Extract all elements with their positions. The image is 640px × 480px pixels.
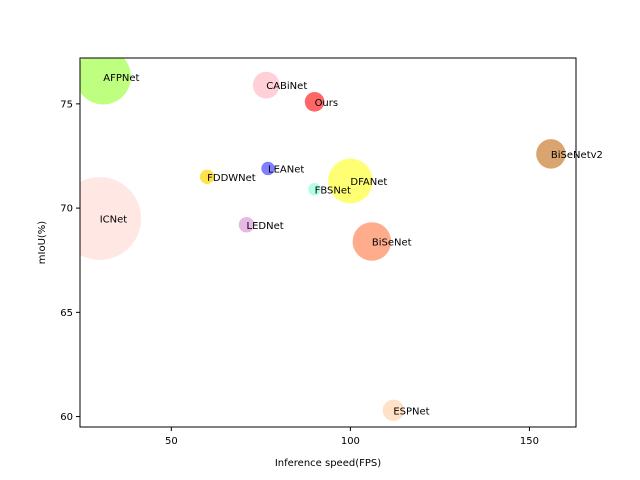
label-fddwnet: FDDWNet [207, 173, 256, 184]
x-axis-label: Inference speed(FPS) [275, 458, 381, 469]
bubble-bisenet [352, 222, 392, 261]
bubble-afpnet [80, 58, 131, 105]
label-bisenetv2: BiSeNetv2 [551, 150, 603, 161]
bubble-cabinet [252, 71, 280, 99]
label-ours: Ours [315, 98, 339, 109]
bubble-lednet [238, 217, 255, 233]
bubble-leanet [261, 161, 275, 176]
point-labels-layer: ICNet AFPNet CABiNet Ours BiSeNetv2 DFANet LEA… [100, 73, 603, 418]
y-axis-label: mIoU(%) [37, 221, 48, 265]
x-tick-label: 150 [520, 436, 539, 447]
label-leanet: LEANet [268, 164, 304, 175]
label-fbsnet: FBSNet [315, 185, 351, 196]
bubble-icnet [80, 177, 142, 260]
y-axis-ticks: 60 65 70 75 [60, 99, 80, 423]
bubble-fddwnet [199, 169, 215, 184]
x-axis-ticks: 50 100 150 [165, 427, 539, 447]
label-lednet: LEDNet [247, 221, 284, 232]
bubble-bisenetv2 [536, 139, 566, 169]
label-cabinet: CABiNet [266, 81, 307, 92]
bubble-fbsnet [308, 183, 321, 196]
y-tick-label: 70 [60, 204, 73, 215]
x-tick-label: 50 [165, 436, 178, 447]
y-tick-label: 75 [60, 99, 73, 110]
y-tick-label: 60 [60, 412, 73, 423]
bubbles-layer [80, 58, 566, 422]
label-bisenet: BiSeNet [372, 237, 412, 248]
label-icnet: ICNet [100, 215, 128, 226]
label-espnet: ESPNet [393, 406, 429, 417]
bubble-espnet [382, 399, 405, 422]
bubble-ours [304, 91, 325, 112]
bubble-dfanet [328, 158, 373, 204]
y-tick-label: 65 [60, 308, 73, 319]
label-afpnet: AFPNet [103, 73, 139, 84]
plot-frame [79, 57, 577, 428]
label-dfanet: DFANet [350, 177, 387, 188]
x-tick-label: 100 [341, 436, 360, 447]
